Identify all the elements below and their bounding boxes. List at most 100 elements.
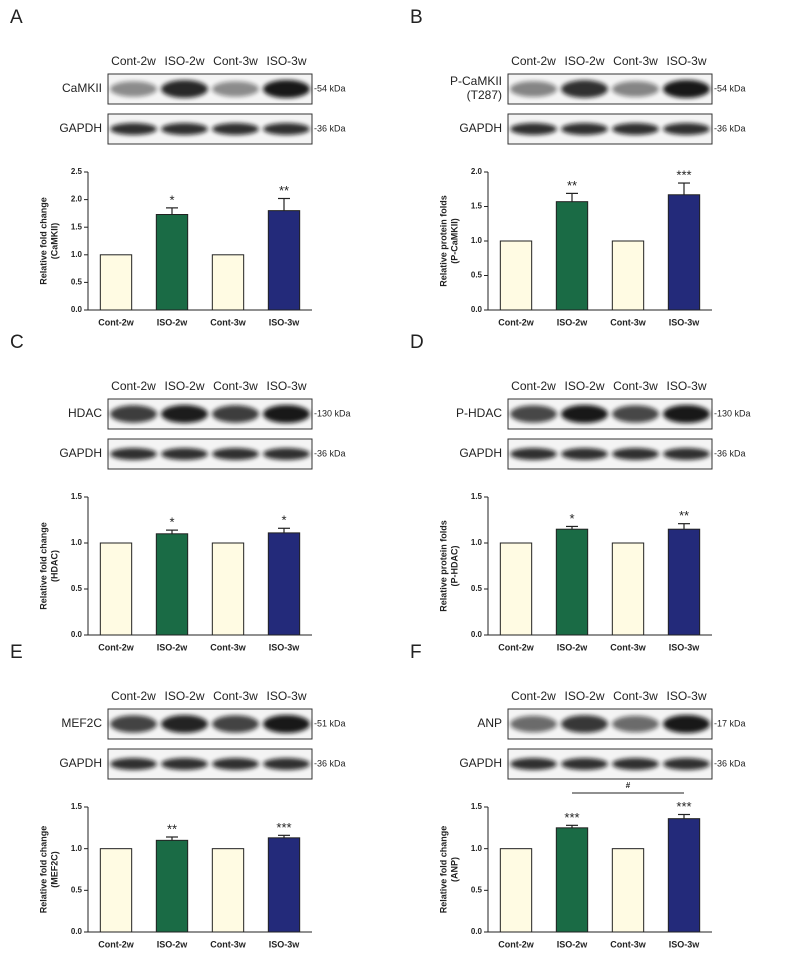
blot-band bbox=[612, 81, 659, 97]
lane-label: ISO-2w bbox=[164, 54, 204, 68]
blot-label: GAPDH bbox=[459, 446, 502, 460]
blot-band bbox=[263, 80, 310, 98]
x-tick-label: ISO-3w bbox=[269, 317, 301, 327]
panel-letter: C bbox=[10, 332, 24, 353]
bar bbox=[211, 848, 245, 933]
y-tick-label: 1.0 bbox=[71, 250, 83, 259]
blot-band bbox=[663, 448, 710, 460]
x-tick-label: ISO-2w bbox=[157, 939, 189, 949]
lane-label: Cont-2w bbox=[111, 689, 156, 703]
bar bbox=[611, 240, 645, 311]
x-tick-label: ISO-2w bbox=[557, 317, 589, 327]
y-axis-label: (HDAC) bbox=[49, 550, 59, 582]
lane-label: ISO-2w bbox=[164, 689, 204, 703]
x-tick-label: ISO-3w bbox=[669, 642, 701, 652]
x-tick-label: Cont-2w bbox=[98, 939, 134, 949]
blot-band bbox=[561, 758, 608, 770]
y-axis-label: (ANP) bbox=[449, 857, 459, 882]
y-tick-label: 0.5 bbox=[71, 278, 83, 287]
bar bbox=[667, 194, 701, 311]
y-tick-label: 1.0 bbox=[471, 844, 483, 853]
blot-band bbox=[510, 715, 557, 733]
blot-band bbox=[663, 405, 710, 423]
x-tick-label: Cont-3w bbox=[610, 317, 646, 327]
y-tick-label: 1.0 bbox=[71, 538, 83, 547]
y-axis-label: (MEF2C) bbox=[49, 851, 59, 888]
y-tick-label: 1.5 bbox=[71, 222, 83, 231]
y-axis-label: Relative protein folds bbox=[438, 520, 448, 612]
blot-band bbox=[561, 448, 608, 460]
y-axis-label: (P-CaMKII) bbox=[449, 218, 459, 264]
lane-label: Cont-3w bbox=[213, 379, 258, 393]
significance: ** bbox=[679, 508, 689, 523]
x-tick-label: ISO-3w bbox=[669, 939, 701, 949]
panel: F Cont-2w ISO-2w Cont-3w ISO-3w ANP -17 kDa GAP… bbox=[410, 642, 746, 949]
blot-size: -17 kDa bbox=[714, 718, 746, 728]
blot-size: -130 kDa bbox=[714, 408, 751, 418]
y-tick-label: 0.0 bbox=[71, 630, 83, 639]
x-tick-label: Cont-2w bbox=[98, 642, 134, 652]
blot-size: -36 kDa bbox=[714, 123, 746, 133]
blot-band bbox=[663, 80, 710, 98]
lane-label: Cont-3w bbox=[213, 689, 258, 703]
blot-band bbox=[110, 123, 157, 135]
blot-size: -36 kDa bbox=[314, 123, 346, 133]
lane-label: Cont-2w bbox=[111, 54, 156, 68]
annotation: # bbox=[626, 781, 631, 790]
blot-band bbox=[263, 448, 310, 460]
x-tick-label: Cont-2w bbox=[498, 939, 534, 949]
bar bbox=[611, 542, 645, 636]
panel: B Cont-2w ISO-2w Cont-3w ISO-3w P-CaMKII(T287… bbox=[410, 7, 746, 327]
bar bbox=[555, 201, 589, 311]
x-tick-label: Cont-3w bbox=[210, 642, 246, 652]
blot-label: GAPDH bbox=[59, 446, 102, 460]
bar bbox=[611, 848, 645, 933]
blot-band bbox=[263, 405, 310, 423]
x-tick-label: ISO-3w bbox=[269, 939, 301, 949]
blot-band bbox=[110, 715, 157, 733]
blot-label: P-HDAC bbox=[456, 406, 502, 420]
y-tick-label: 0.0 bbox=[471, 630, 483, 639]
bar bbox=[155, 214, 189, 311]
bar bbox=[267, 210, 301, 311]
blot-size: -130 kDa bbox=[314, 408, 351, 418]
bar bbox=[99, 848, 133, 933]
blot-band bbox=[663, 123, 710, 135]
blot-size: -51 kDa bbox=[314, 718, 346, 728]
blot-band bbox=[561, 123, 608, 135]
lane-label: Cont-3w bbox=[613, 689, 658, 703]
lane-label: ISO-2w bbox=[564, 689, 604, 703]
lane-label: ISO-3w bbox=[666, 689, 706, 703]
y-tick-label: 1.5 bbox=[71, 802, 83, 811]
x-tick-label: Cont-3w bbox=[210, 939, 246, 949]
lane-label: ISO-3w bbox=[666, 54, 706, 68]
blot-size: -54 kDa bbox=[714, 83, 746, 93]
panel-letter: D bbox=[410, 332, 424, 353]
panel-letter: E bbox=[10, 642, 23, 663]
y-tick-label: 0.5 bbox=[71, 885, 83, 894]
y-axis-label: Relative fold change bbox=[438, 826, 448, 914]
blot-band bbox=[110, 758, 157, 770]
y-axis-label: Relative protein folds bbox=[438, 195, 448, 287]
blot-label: MEF2C bbox=[61, 716, 102, 730]
y-tick-label: 0.5 bbox=[471, 885, 483, 894]
lane-label: ISO-2w bbox=[564, 54, 604, 68]
panel: D Cont-2w ISO-2w Cont-3w ISO-3w P-HDAC -130 kD… bbox=[410, 332, 751, 652]
blot-band bbox=[510, 758, 557, 770]
significance: * bbox=[169, 192, 174, 207]
x-tick-label: Cont-2w bbox=[498, 642, 534, 652]
y-tick-label: 1.0 bbox=[71, 844, 83, 853]
bar bbox=[555, 827, 589, 933]
x-tick-label: Cont-3w bbox=[610, 939, 646, 949]
blot-band bbox=[612, 405, 659, 423]
lane-label: Cont-2w bbox=[511, 689, 556, 703]
significance: *** bbox=[676, 167, 691, 182]
blot-band bbox=[510, 448, 557, 460]
significance: *** bbox=[276, 820, 291, 835]
blot-band bbox=[263, 758, 310, 770]
blot-band bbox=[612, 758, 659, 770]
lane-label: ISO-3w bbox=[266, 379, 306, 393]
blot-label: GAPDH bbox=[59, 121, 102, 135]
blot-band bbox=[212, 405, 259, 423]
